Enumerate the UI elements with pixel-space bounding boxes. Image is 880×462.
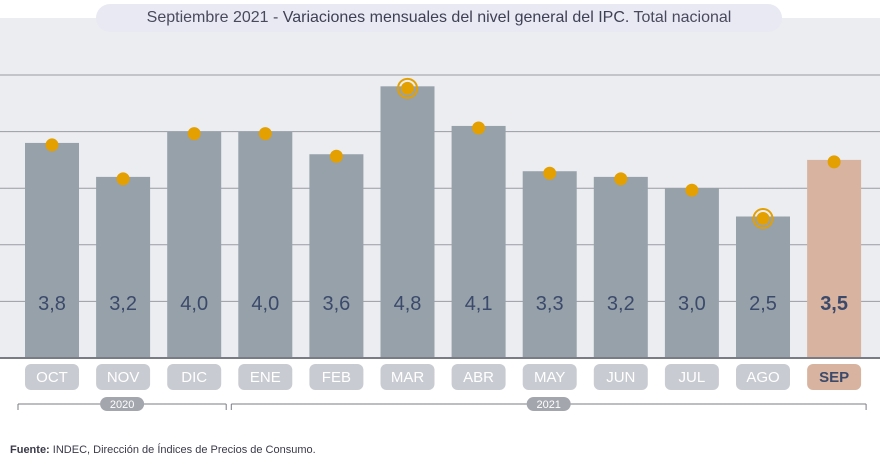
year-label: 2021	[536, 399, 560, 411]
source-text: INDEC, Dirección de Índices de Precios d…	[49, 444, 316, 456]
bar	[380, 86, 435, 358]
bar	[451, 125, 506, 358]
category-pill	[167, 364, 222, 390]
category-label: NOV	[107, 369, 140, 386]
bar	[664, 188, 719, 358]
year-pill	[526, 397, 571, 411]
value-label: 3,0	[678, 293, 706, 315]
title-background	[96, 4, 782, 32]
highlight-ring	[752, 208, 774, 229]
source-note: Fuente: INDEC, Dirección de Índices de P…	[10, 444, 316, 456]
data-point	[329, 149, 343, 163]
category-label: MAY	[534, 369, 565, 386]
category-label: ABR	[463, 369, 494, 386]
category-label: DIC	[181, 369, 207, 386]
chart-title-main: Variaciones mensuales del nivel general …	[282, 9, 630, 26]
data-point	[401, 81, 414, 95]
category-pill	[25, 364, 79, 390]
bar	[238, 131, 293, 358]
value-label: 3,2	[607, 293, 635, 315]
data-point	[756, 212, 770, 225]
category-pill	[736, 364, 790, 390]
data-point	[258, 127, 272, 141]
value-label: 3,2	[109, 293, 137, 315]
category-pill	[664, 364, 719, 390]
category-pill	[451, 364, 506, 390]
category-pill	[593, 364, 648, 390]
category-label: AGO	[746, 369, 779, 386]
data-point	[827, 155, 841, 169]
bar	[807, 159, 862, 358]
value-label: 3,5	[820, 293, 848, 315]
category-label: SEP	[819, 369, 849, 386]
data-point	[685, 183, 699, 197]
data-point	[116, 172, 130, 186]
value-label: 4,1	[465, 293, 493, 315]
category-label: MAR	[391, 369, 425, 386]
category-pill	[238, 364, 293, 390]
source-label: Fuente:	[10, 444, 50, 456]
data-point	[614, 172, 628, 186]
bar	[593, 176, 648, 358]
bar	[25, 142, 79, 358]
category-pill	[96, 364, 151, 390]
value-label: 3,8	[38, 293, 66, 315]
data-point	[45, 138, 59, 152]
data-point	[543, 166, 557, 180]
chart-title-suffix: Total nacional	[629, 9, 732, 26]
category-pill	[309, 364, 364, 390]
value-label: 4,0	[180, 293, 208, 315]
category-label: JUN	[606, 369, 635, 386]
bar	[96, 176, 151, 358]
bar	[167, 131, 222, 358]
bar	[309, 154, 364, 358]
value-label: 2,5	[749, 293, 777, 315]
data-point	[472, 121, 486, 135]
bar	[522, 171, 577, 358]
category-pill	[380, 364, 435, 390]
bar	[736, 216, 790, 358]
chart-title: Septiembre 2021 - Variaciones mensuales …	[96, 4, 782, 32]
data-point	[187, 127, 201, 141]
category-label: JUL	[679, 369, 706, 386]
value-label: 4,8	[394, 293, 422, 315]
value-label: 3,3	[536, 293, 564, 315]
category-label: ENE	[250, 369, 281, 386]
year-label: 2020	[110, 399, 134, 411]
category-label: FEB	[322, 369, 351, 386]
highlight-ring	[397, 77, 418, 99]
value-label: 4,0	[251, 293, 279, 315]
chart-title-prefix: Septiembre 2021 -	[146, 9, 283, 26]
value-label: 3,6	[322, 293, 350, 315]
year-pill	[100, 397, 145, 411]
category-label: OCT	[36, 369, 68, 386]
category-pill	[807, 364, 862, 390]
category-pill	[522, 364, 577, 390]
